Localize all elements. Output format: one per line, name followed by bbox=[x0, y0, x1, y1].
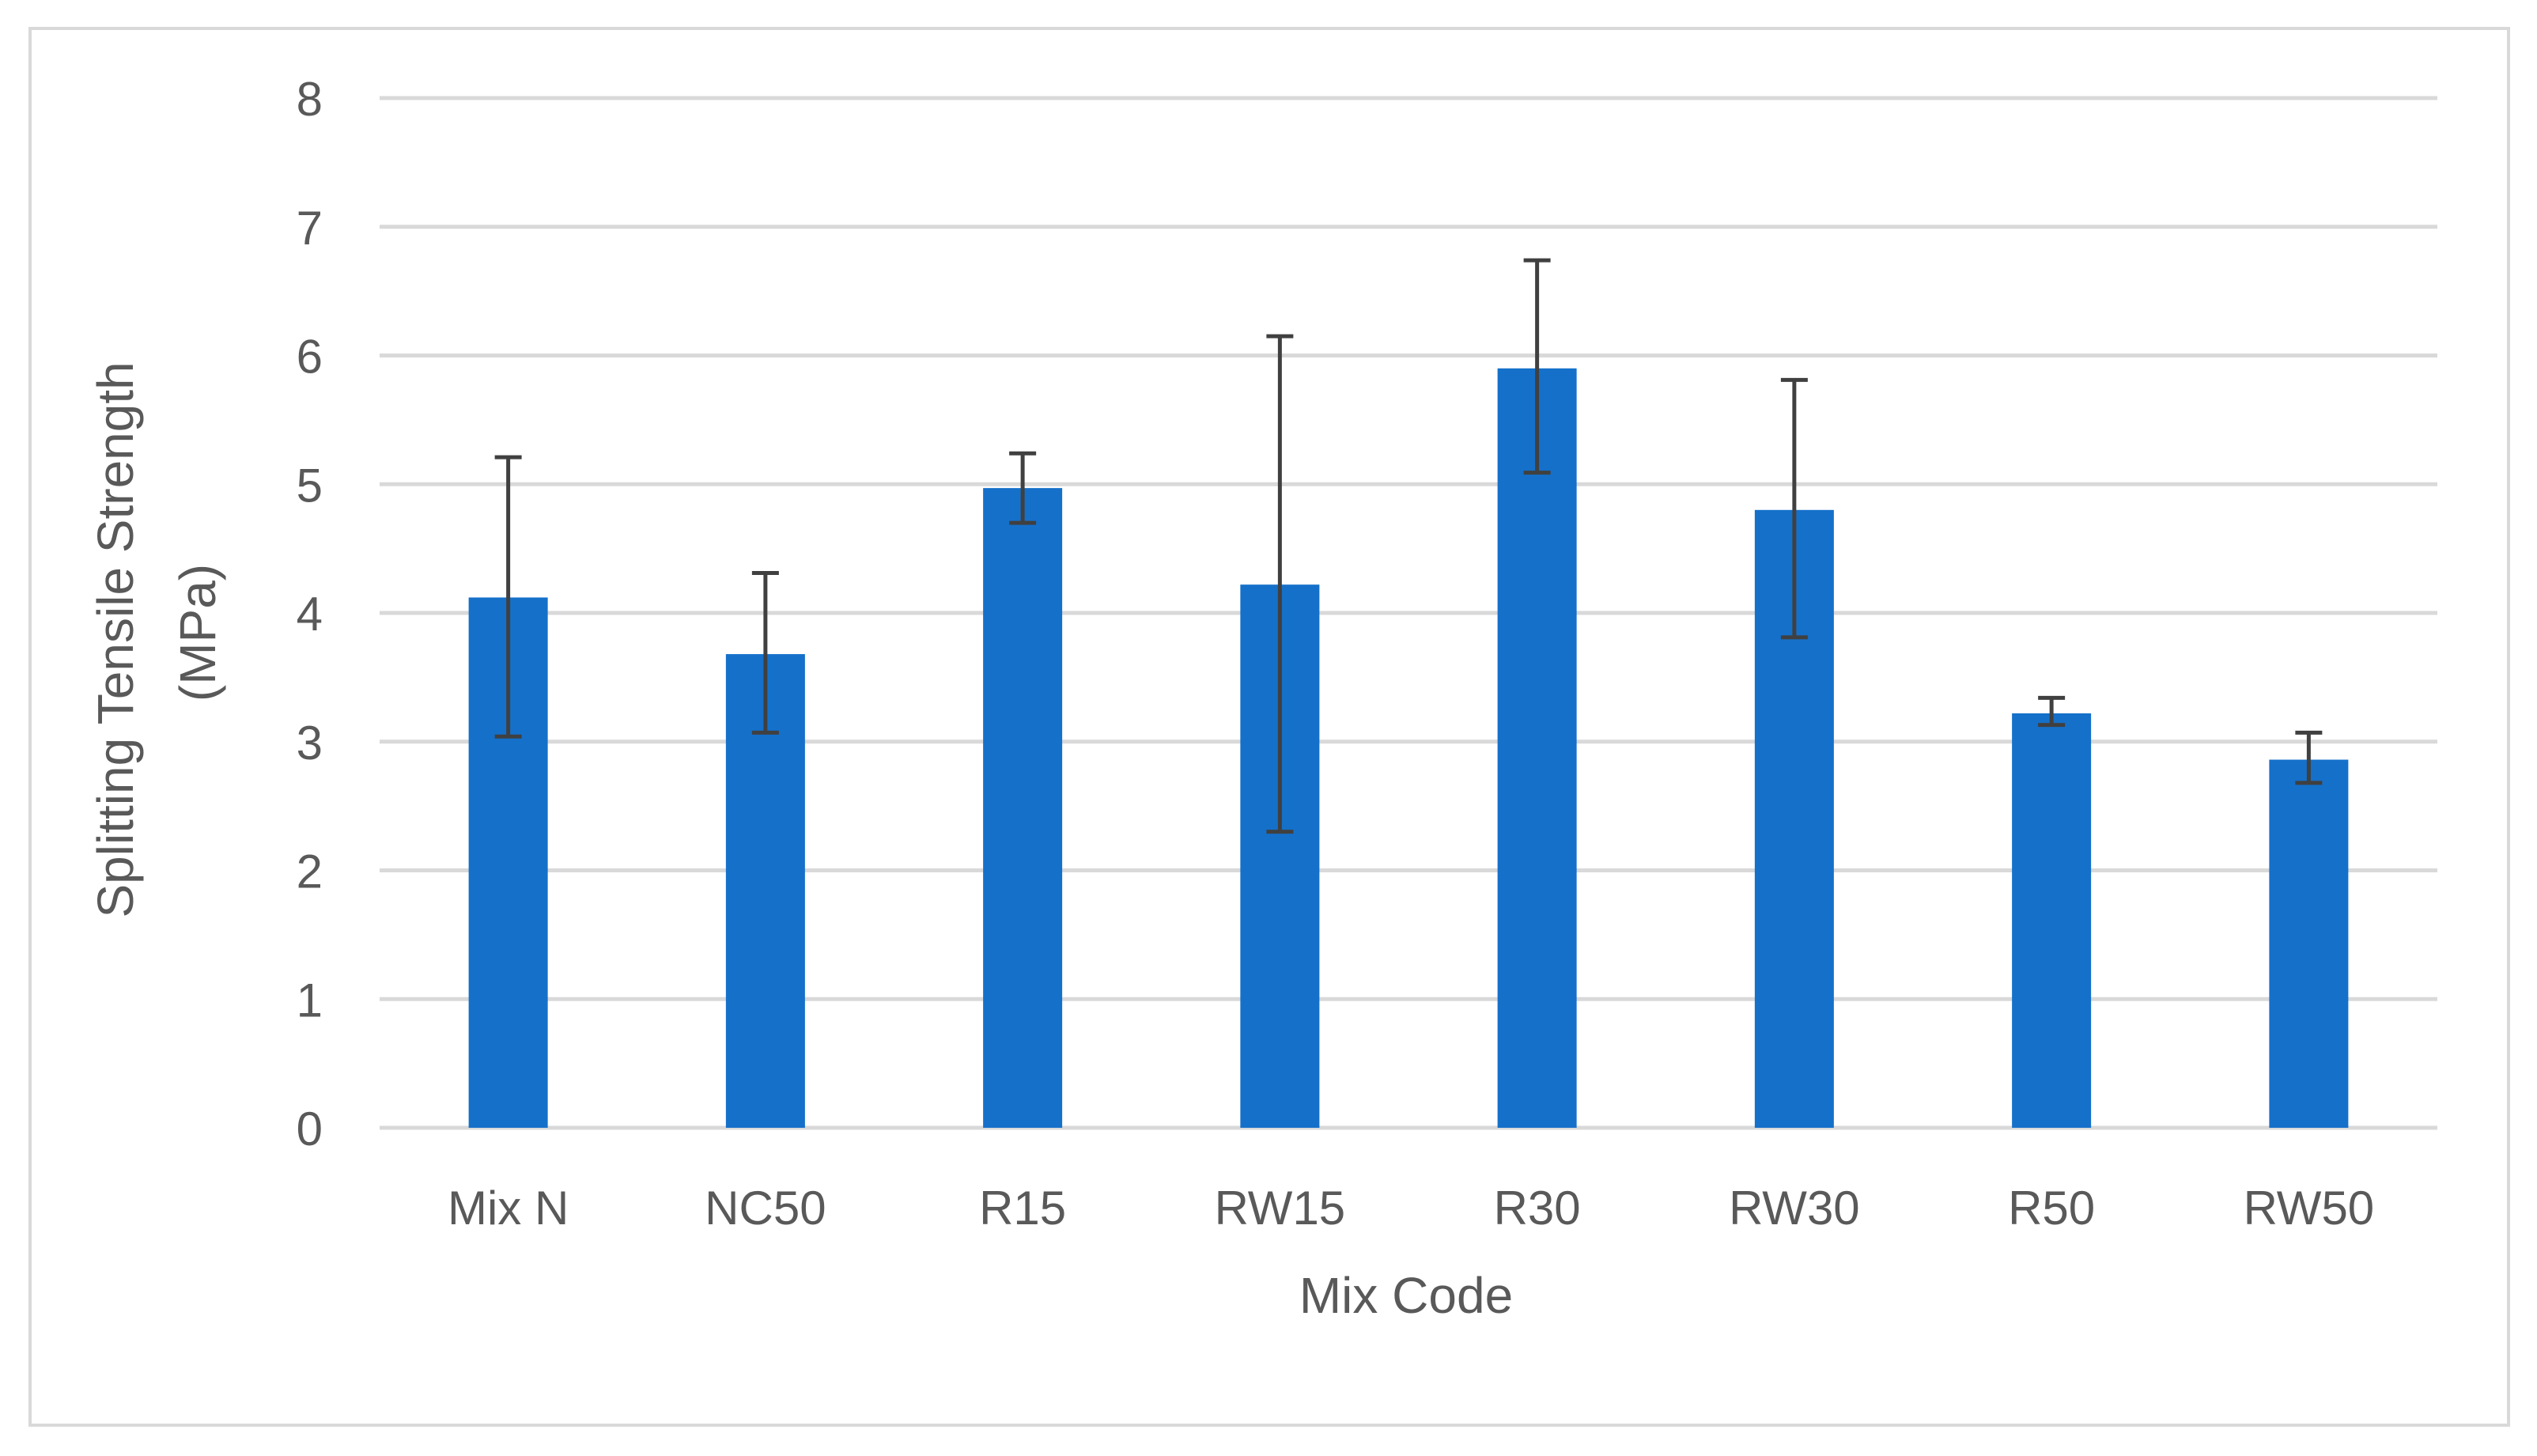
x-tick-label: R50 bbox=[2008, 1182, 2095, 1235]
x-tick-label: R30 bbox=[1494, 1182, 1581, 1235]
y-tick-label: 6 bbox=[297, 331, 323, 384]
bar bbox=[2012, 713, 2092, 1128]
x-tick-label: RW50 bbox=[2244, 1182, 2375, 1235]
x-tick-label: R15 bbox=[979, 1182, 1066, 1235]
bar bbox=[2269, 759, 2349, 1128]
error-bars bbox=[494, 258, 2323, 834]
bar bbox=[983, 488, 1063, 1128]
y-tick-label: 4 bbox=[297, 588, 323, 641]
x-tick-label: RW15 bbox=[1215, 1182, 1346, 1235]
y-axis-title: Splitting Tensile Strength (MPa) bbox=[87, 347, 226, 917]
gridlines bbox=[380, 96, 2437, 1130]
x-tick-label: RW30 bbox=[1729, 1182, 1860, 1235]
y-tick-label: 3 bbox=[297, 717, 323, 770]
x-axis-ticks: Mix N NC50 R15 RW15 R30 RW30 R50 RW50 bbox=[448, 1182, 2374, 1235]
y-tick-label: 7 bbox=[297, 202, 323, 255]
y-axis-ticks: 0 1 2 3 4 5 6 7 8 bbox=[297, 73, 323, 1155]
y-tick-label: 0 bbox=[297, 1102, 323, 1155]
y-tick-label: 8 bbox=[297, 73, 323, 126]
x-tick-label: Mix N bbox=[448, 1182, 569, 1235]
bar bbox=[1497, 368, 1577, 1128]
y-tick-label: 5 bbox=[297, 459, 323, 512]
y-tick-label: 2 bbox=[297, 845, 323, 898]
y-tick-label: 1 bbox=[297, 974, 323, 1027]
x-axis-title: Mix Code bbox=[1299, 1267, 1513, 1324]
x-tick-label: NC50 bbox=[705, 1182, 826, 1235]
y-axis-title-line-2: (MPa) bbox=[169, 564, 226, 702]
y-axis-title-line-1: Splitting Tensile Strength bbox=[87, 361, 144, 917]
